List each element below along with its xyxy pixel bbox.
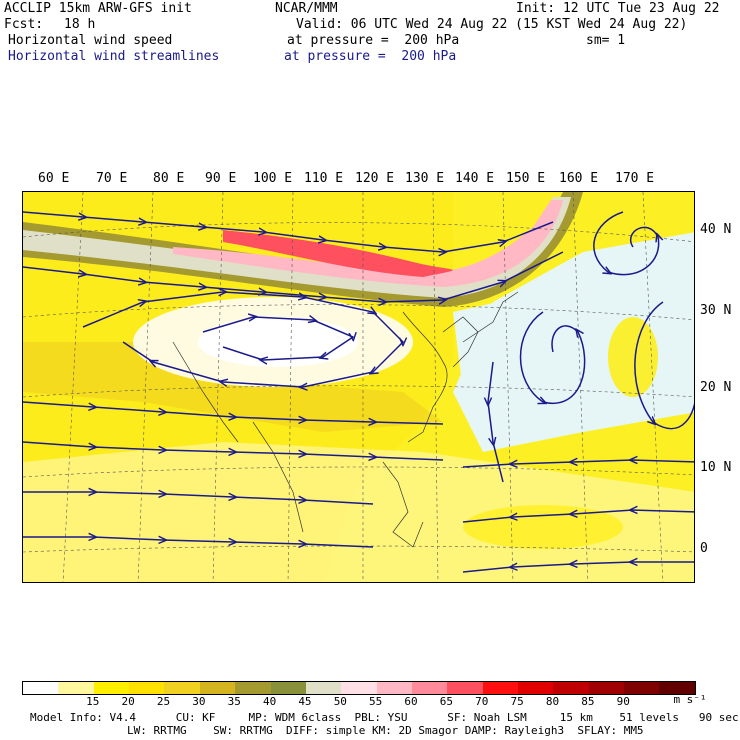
colorbar-swatch (518, 682, 554, 694)
forecast-hours: 18 h (64, 17, 96, 32)
colorbar-swatch (624, 682, 660, 694)
colorbar-swatch (235, 682, 271, 694)
colorbar-label: 70 (475, 695, 489, 708)
smoothing-label: sm= 1 (586, 33, 626, 48)
colorbar-swatch (341, 682, 377, 694)
colorbar-swatch (199, 682, 236, 694)
colorbar-swatch (411, 682, 448, 694)
colorbar-swatch (93, 682, 130, 694)
lon-label: 150 E (506, 171, 546, 186)
lon-label: 120 E (355, 171, 395, 186)
colorbar-swatch (129, 682, 165, 694)
lon-label: 100 E (253, 171, 293, 186)
colorbar-swatch (164, 682, 200, 694)
forecast-label: Fcst: (4, 17, 44, 32)
colorbar-swatch (447, 682, 483, 694)
wind-map-canvas (23, 192, 694, 582)
colorbar-label: 25 (156, 695, 171, 708)
lat-label: 20 N (700, 380, 732, 395)
wind-map (22, 191, 695, 583)
colorbar-label: 35 (227, 695, 241, 708)
field-wind-speed-name: Horizontal wind speed (8, 33, 173, 48)
colorbar-swatch (588, 682, 625, 694)
field-wind-speed-level: at pressure = 200 hPa (287, 33, 460, 48)
lon-label: 110 E (304, 171, 344, 186)
init-time: Init: 12 UTC Tue 23 Aug 22 (516, 1, 720, 16)
lon-label: 90 E (205, 171, 237, 186)
colorbar-label: 75 (510, 695, 524, 708)
colorbar-swatch (659, 682, 695, 694)
lon-label: 140 E (455, 171, 495, 186)
colorbar-label: 55 (369, 695, 383, 708)
colorbar-label: 65 (439, 695, 454, 708)
colorbar-label: 60 (404, 695, 418, 708)
valid-time: Valid: 06 UTC Wed 24 Aug 22 (15 KST Wed … (296, 17, 688, 32)
colorbar-swatch (553, 682, 589, 694)
model-info-line2: LW: RRTMG SW: RRTMG DIFF: simple KM: 2D … (127, 724, 644, 737)
colorbar-label: 80 (545, 695, 560, 708)
colorbar-label: 40 (262, 695, 277, 708)
colorbar-swatch (482, 682, 519, 694)
organization-label: NCAR/MMM (275, 1, 338, 16)
lon-label: 80 E (153, 171, 185, 186)
colorbar-swatch (23, 682, 59, 694)
lon-label: 70 E (96, 171, 128, 186)
colorbar-label: 50 (333, 695, 347, 708)
colorbar-swatch (58, 682, 94, 694)
colorbar-label: 45 (298, 695, 312, 708)
lon-label: 170 E (615, 171, 655, 186)
colorbar-swatch (305, 682, 342, 694)
colorbar-label: 30 (192, 695, 206, 708)
colorbar-label: 90 (616, 695, 630, 708)
colorbar-label: 15 (86, 695, 100, 708)
lat-label: 0 (700, 541, 708, 556)
model-title: ACCLIP 15km ARW-GFS init (4, 1, 192, 16)
lat-label: 30 N (700, 303, 732, 318)
lon-label: 60 E (38, 171, 70, 186)
model-info-line1: Model Info: V4.4 CU: KF MP: WDM 6class P… (30, 711, 739, 724)
streamlines (23, 211, 694, 573)
lon-label: 160 E (559, 171, 599, 186)
colorbar-swatch (376, 682, 412, 694)
colorbar-unit: m s⁻¹ (673, 693, 707, 706)
lat-label: 40 N (700, 222, 732, 237)
jet-band-60 (173, 200, 563, 287)
lon-label: 130 E (405, 171, 445, 186)
colorbar-label: 85 (581, 695, 595, 708)
colorbar-label: 20 (121, 695, 135, 708)
colorbar-swatch (270, 682, 306, 694)
wind-speed-patch (608, 317, 658, 397)
lat-label: 10 N (700, 460, 732, 475)
field-streamlines-level: at pressure = 200 hPa (284, 49, 457, 64)
field-streamlines-name: Horizontal wind streamlines (8, 49, 220, 64)
wind-speed-colorbar (22, 681, 696, 695)
